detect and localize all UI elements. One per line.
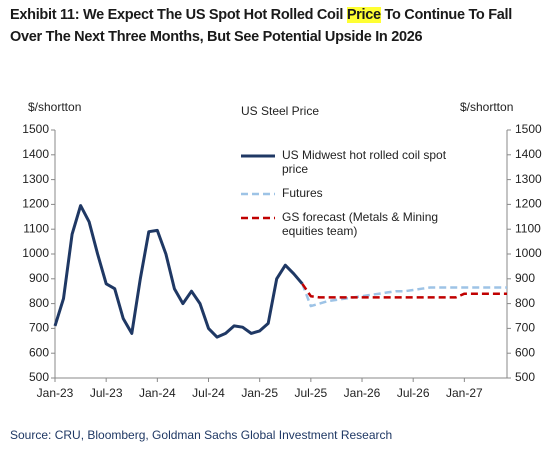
y-tick-label: 900	[29, 271, 49, 285]
series-line	[301, 283, 507, 299]
y-tick-label: 1400	[22, 147, 49, 161]
y2-tick-label: 900	[515, 271, 535, 285]
y2-tick-label: 700	[515, 321, 535, 335]
legend-item: Futures	[240, 186, 480, 200]
x-tick-label: Jul-26	[397, 386, 430, 400]
legend-item: US Midwest hot rolled coil spot price	[240, 148, 480, 176]
chart: US Steel Price $/shortton $/shortton 500…	[22, 100, 542, 400]
x-tick-label: Jul-23	[90, 386, 123, 400]
y2-tick-label: 1100	[515, 221, 541, 235]
legend-swatch	[241, 216, 275, 220]
y-tick-label: 1500	[22, 122, 49, 136]
legend-swatch	[241, 192, 275, 196]
y2-axis-label: $/shortton	[460, 100, 513, 114]
x-tick-label: Jan-23	[37, 386, 74, 400]
x-tick-label: Jul-24	[192, 386, 225, 400]
y-tick-label: 700	[29, 321, 49, 335]
y-tick-label: 1200	[22, 197, 49, 211]
x-tick-label: Jan-25	[241, 386, 278, 400]
y-tick-label: 1100	[23, 221, 49, 235]
y2-tick-label: 1400	[515, 147, 542, 161]
legend-item: GS forecast (Metals & Mining equities te…	[240, 210, 480, 238]
legend-label: US Midwest hot rolled coil spot price	[282, 148, 447, 176]
x-tick-label: Jul-25	[295, 386, 328, 400]
y-tick-label: 800	[29, 296, 49, 310]
chart-title: US Steel Price	[241, 104, 319, 118]
title: Exhibit 11: We Expect The US Spot Hot Ro…	[10, 4, 542, 48]
y-tick-label: 1000	[22, 246, 49, 260]
y-tick-label: 600	[29, 345, 49, 359]
x-tick-label: Jan-27	[446, 386, 483, 400]
y2-tick-label: 500	[515, 370, 535, 384]
series-line	[301, 283, 507, 308]
y2-tick-label: 1000	[515, 246, 542, 260]
y2-tick-label: 600	[515, 345, 535, 359]
legend-label: GS forecast (Metals & Mining equities te…	[282, 210, 439, 238]
y-tick-label: 1300	[22, 172, 49, 186]
title-part: To Continue To Fall Over The Next Three …	[10, 7, 512, 45]
series-line	[53, 204, 304, 339]
source: Source: CRU, Bloomberg, Goldman Sachs Gl…	[10, 428, 393, 442]
legend-label: Futures	[282, 186, 323, 200]
y-axis-label: $/shortton	[28, 100, 81, 114]
title-highlight: Price	[346, 7, 381, 23]
x-tick-label: Jan-24	[139, 386, 176, 400]
y2-tick-label: 1200	[515, 197, 542, 211]
y2-tick-label: 1300	[515, 172, 542, 186]
y2-tick-label: 1500	[515, 122, 542, 136]
title-part: Exhibit 11: We Expect The US Spot Hot Ro…	[10, 7, 347, 23]
y-tick-label: 500	[29, 370, 49, 384]
legend-swatch	[241, 154, 275, 158]
y2-tick-label: 800	[515, 296, 535, 310]
legend: US Midwest hot rolled coil spot price Fut…	[240, 148, 480, 248]
x-tick-label: Jan-26	[344, 386, 381, 400]
